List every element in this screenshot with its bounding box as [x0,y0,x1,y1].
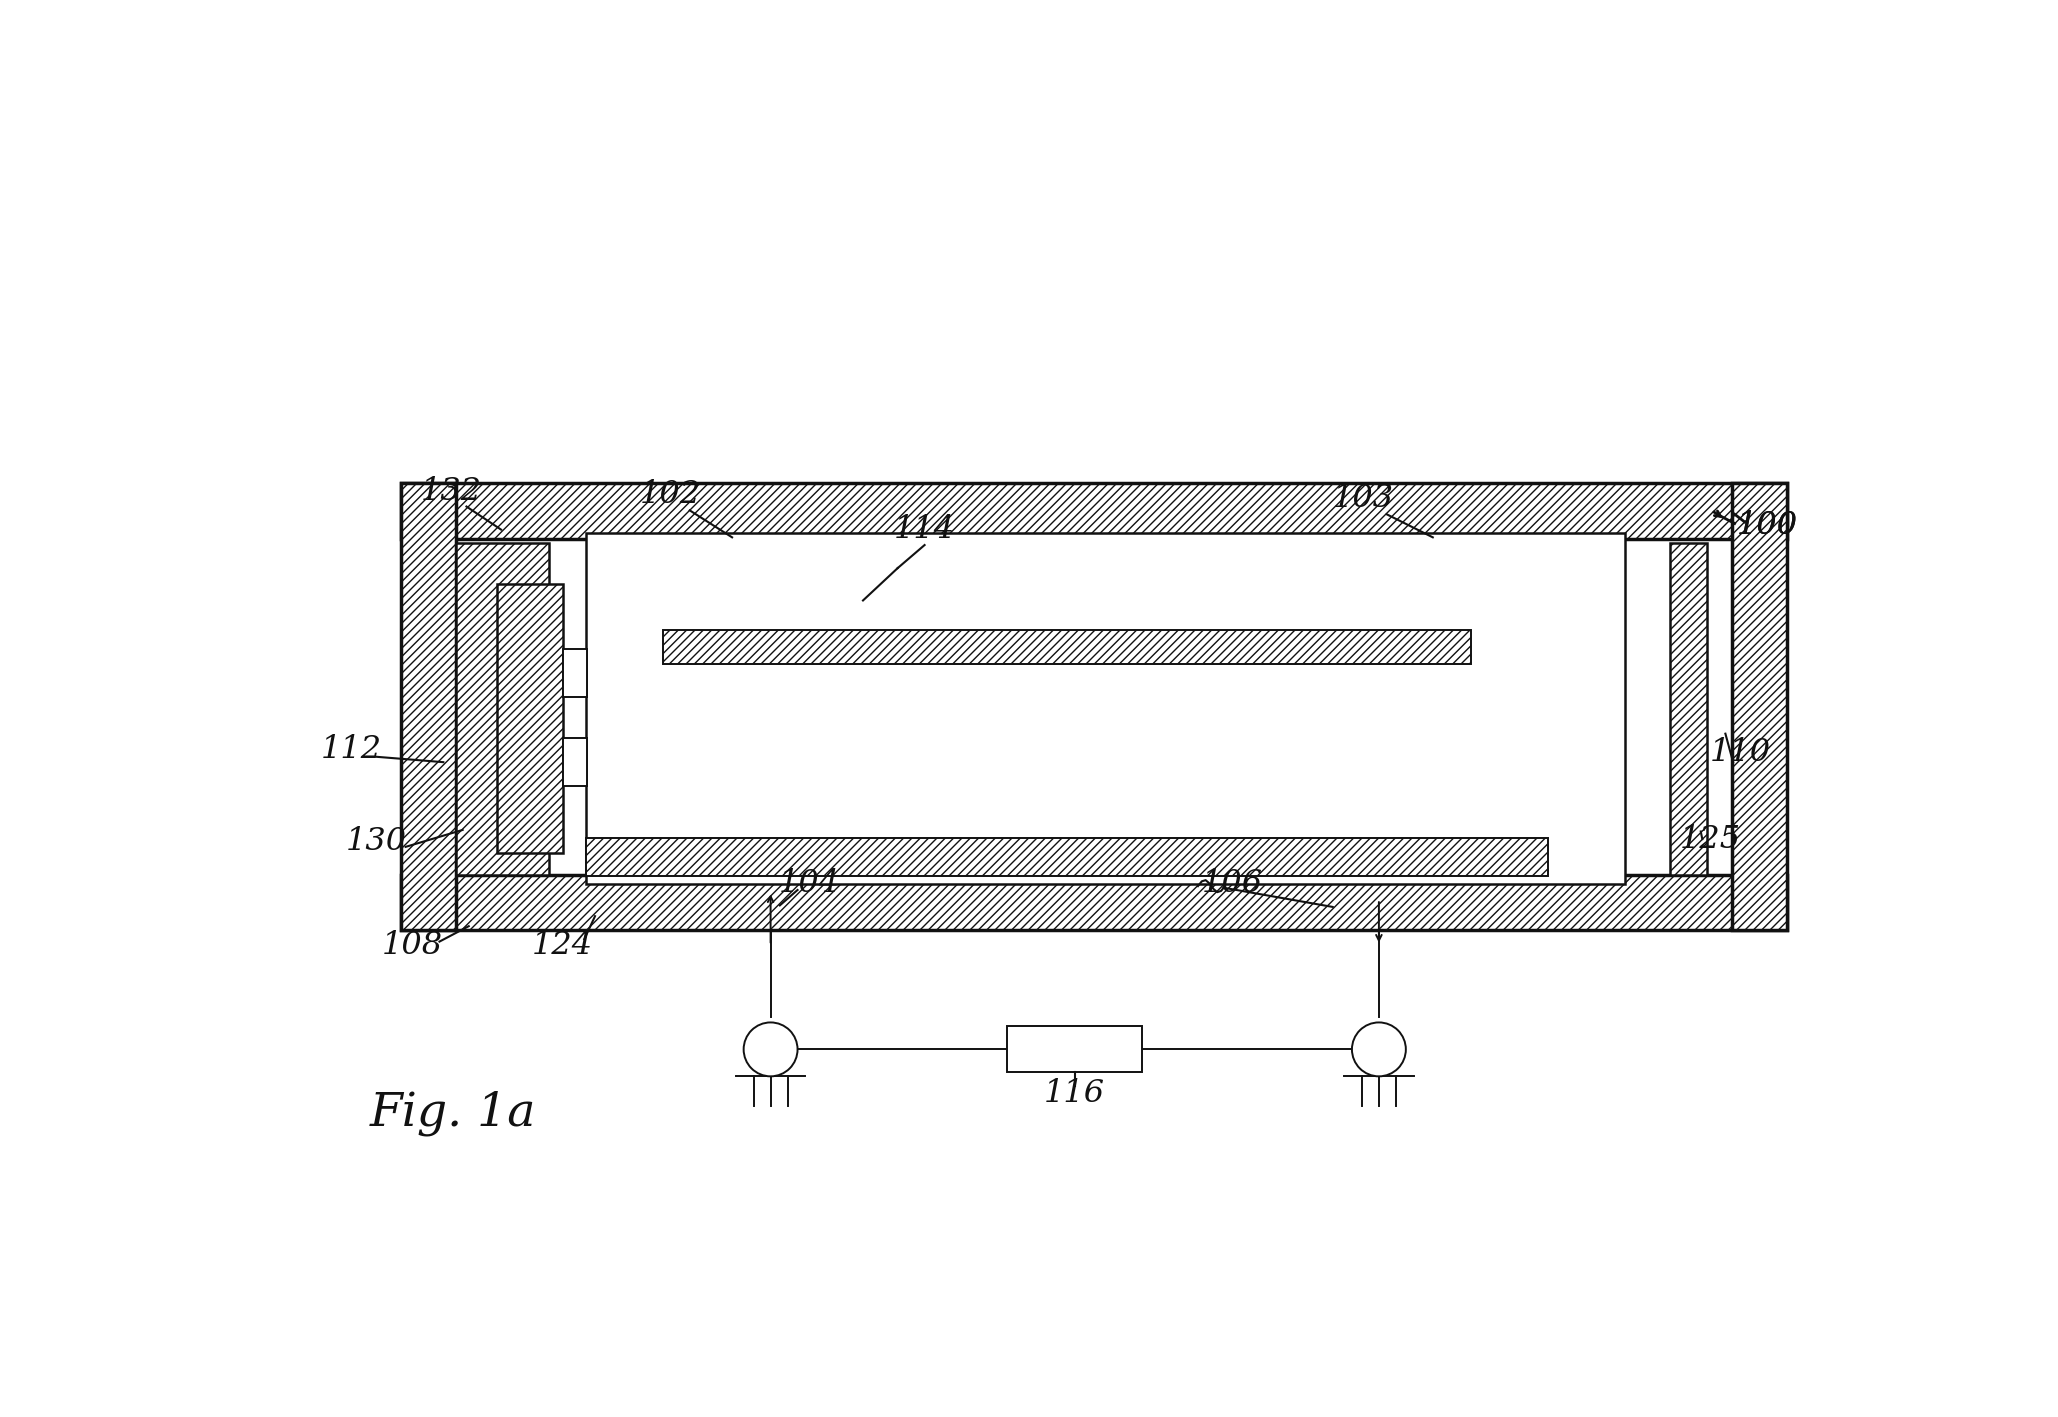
Bar [401,874,1786,930]
Text: 108: 108 [383,930,442,961]
Text: 116: 116 [1043,1078,1105,1108]
Bar [1006,1026,1142,1073]
Text: 132: 132 [420,476,482,507]
Text: 100: 100 [1737,510,1799,541]
Text: 124: 124 [533,930,593,961]
Text: 100: 100 [1737,510,1799,541]
Bar [587,837,1548,876]
Text: 110: 110 [1710,737,1772,768]
Text: 104: 104 [778,869,840,900]
Bar [457,544,549,874]
Bar [587,533,1626,884]
Text: 125: 125 [1679,823,1741,854]
Bar [562,738,587,785]
Text: 102: 102 [640,479,702,510]
Bar [498,584,562,853]
Bar [1731,483,1786,930]
Bar [401,483,457,930]
Text: 130: 130 [346,826,407,857]
Bar [1669,544,1706,874]
Text: 106: 106 [1202,869,1264,900]
Bar [562,649,587,697]
Text: 112: 112 [321,734,381,765]
Bar [401,483,1786,538]
Text: Fig. 1a: Fig. 1a [370,1091,537,1136]
Circle shape [1352,1023,1406,1077]
Text: 103: 103 [1334,483,1393,514]
Text: 114: 114 [893,514,955,546]
Circle shape [743,1023,799,1077]
Bar [663,629,1471,665]
